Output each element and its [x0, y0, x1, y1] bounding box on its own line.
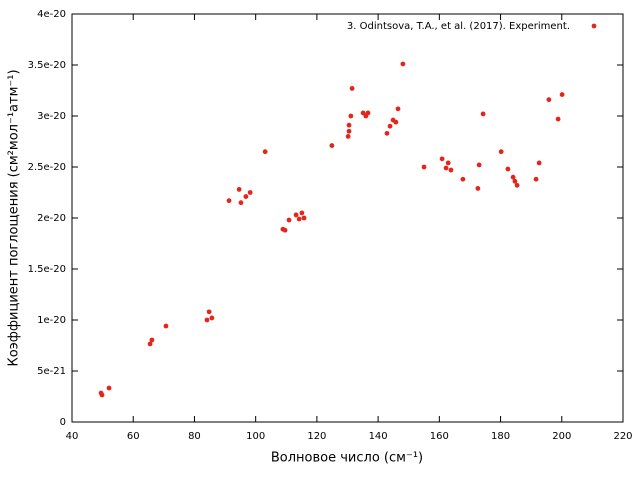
- point: [163, 323, 169, 329]
- y-tick-label: 1.5e-20: [28, 264, 66, 275]
- point: [387, 123, 393, 129]
- x-tick-label: 100: [246, 431, 265, 442]
- point: [536, 160, 542, 166]
- point: [204, 317, 210, 323]
- x-tick-label: 160: [430, 431, 449, 442]
- plot-frame: [71, 13, 624, 423]
- point: [546, 97, 552, 103]
- point: [209, 315, 215, 321]
- point: [247, 190, 253, 195]
- point: [348, 113, 354, 119]
- point: [236, 187, 242, 192]
- legend-label: 3. Odintsova, T.A., et al. (2017). Exper…: [347, 21, 570, 32]
- point: [514, 182, 520, 188]
- point: [243, 194, 249, 199]
- point: [512, 178, 518, 184]
- y-tick-label: 0: [60, 417, 66, 428]
- point: [345, 134, 351, 139]
- point: [293, 212, 299, 218]
- x-tick-label: 40: [66, 431, 79, 442]
- point: [439, 156, 445, 162]
- point: [510, 174, 516, 180]
- point: [346, 128, 352, 134]
- point: [395, 106, 401, 112]
- point: [505, 166, 511, 172]
- point: [262, 149, 268, 155]
- y-tick-label: 4e-20: [37, 9, 66, 20]
- point: [238, 200, 244, 206]
- x-tick-label: 140: [369, 431, 388, 442]
- y-tick-label: 5e-21: [37, 366, 66, 377]
- point: [421, 164, 427, 170]
- x-tick-label: 220: [613, 431, 632, 442]
- point: [498, 149, 504, 155]
- x-tick-label: 180: [491, 431, 510, 442]
- x-axis-label: Волновое число (см⁻¹): [271, 451, 423, 466]
- point: [106, 385, 112, 391]
- point: [476, 162, 482, 168]
- point: [480, 111, 486, 117]
- point: [206, 309, 212, 315]
- point: [301, 215, 307, 221]
- point: [226, 198, 232, 204]
- point: [443, 165, 449, 171]
- y-axis-label: Коэффициент поглощения (см²мол⁻¹атм⁻¹): [7, 69, 22, 366]
- point: [555, 116, 561, 122]
- point: [99, 392, 105, 398]
- point: [533, 176, 539, 182]
- x-tick-label: 80: [188, 431, 201, 442]
- point: [559, 92, 565, 97]
- point: [346, 122, 352, 128]
- y-tick-label: 3.5e-20: [28, 60, 66, 71]
- point: [365, 110, 371, 116]
- point: [299, 210, 305, 216]
- x-tick-label: 120: [307, 431, 326, 442]
- point: [286, 217, 292, 223]
- point: [349, 86, 355, 91]
- point: [448, 167, 454, 173]
- point: [149, 337, 155, 343]
- y-tick-label: 2e-20: [37, 213, 66, 224]
- point: [282, 227, 288, 233]
- y-tick-label: 3e-20: [37, 111, 66, 122]
- point: [460, 176, 466, 182]
- point: [393, 119, 399, 125]
- point: [384, 130, 390, 136]
- y-tick-label: 2.5e-20: [28, 162, 66, 173]
- x-tick-label: 200: [552, 431, 571, 442]
- point: [329, 143, 335, 148]
- point: [445, 160, 451, 166]
- point: [475, 186, 481, 191]
- point: [360, 110, 366, 116]
- point: [296, 216, 302, 222]
- point: [147, 341, 153, 347]
- point: [400, 61, 406, 67]
- y-tick-label: 1e-20: [37, 315, 66, 326]
- legend-marker: [591, 23, 597, 29]
- x-tick-label: 60: [127, 431, 140, 442]
